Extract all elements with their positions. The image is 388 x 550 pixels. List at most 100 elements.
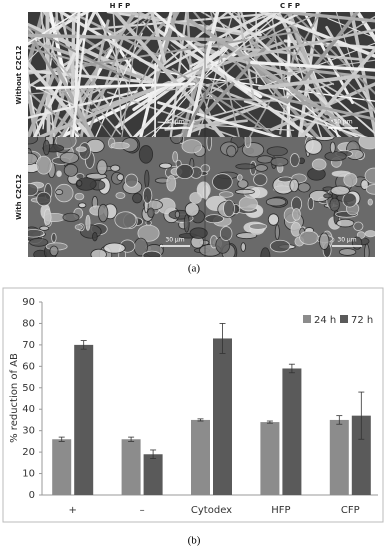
x-tick-label: CFP (341, 505, 360, 516)
chart: 0 10 20 30 40 50 60 70 80 90 + – Cytodex HFP CFP 24 h 72… (22, 297, 378, 516)
fiber (201, 96, 328, 105)
scale-label: 30 µm (333, 119, 352, 126)
cell (175, 163, 194, 180)
fiber (28, 12, 79, 44)
bar (52, 439, 72, 495)
cell (35, 155, 52, 175)
error-bar (128, 436, 135, 442)
caption: (b) (188, 535, 201, 547)
error-bar (197, 418, 204, 422)
scale-bars (160, 127, 362, 247)
fiber (151, 12, 249, 94)
cell (237, 179, 249, 189)
cell (159, 162, 173, 169)
fiber (114, 12, 156, 73)
y-tick-label: 30 (22, 426, 35, 437)
fiber (28, 46, 112, 71)
fiber (165, 12, 269, 69)
cell (244, 137, 252, 149)
x-tick-label: HFP (271, 505, 290, 516)
error-bar (288, 363, 295, 374)
cell (290, 222, 302, 237)
fiber (112, 12, 123, 131)
scale-label: 30 µm (165, 119, 184, 126)
fiber (276, 12, 342, 132)
cell (147, 207, 155, 218)
cell (260, 247, 271, 257)
fiber (258, 12, 375, 58)
cell (142, 187, 153, 204)
bar (282, 368, 302, 495)
x-tick-label: + (69, 505, 77, 516)
scale-label: 30 µm (337, 237, 356, 244)
cell (142, 250, 162, 257)
cell (269, 239, 291, 253)
cell (74, 224, 83, 230)
error-bar (266, 420, 273, 424)
y-tick-label: 50 (22, 383, 35, 394)
fiber (35, 82, 196, 90)
bar (351, 415, 371, 495)
cell (181, 139, 202, 154)
cell (28, 183, 39, 197)
fiber (210, 12, 240, 137)
legend-label: 72 h (351, 315, 373, 326)
fiber (302, 108, 375, 127)
y-tick-label: 90 (22, 297, 35, 308)
y-tick-label: 10 (22, 469, 35, 480)
sem-images (28, 12, 375, 257)
cell (323, 193, 333, 199)
row-label: With C2C12 (15, 174, 23, 220)
cell (172, 151, 179, 163)
scale-label: 30 µm (165, 237, 184, 244)
cell (236, 232, 258, 240)
error-bar (358, 391, 365, 440)
fiber (293, 49, 323, 137)
cell (76, 179, 83, 187)
cell (212, 173, 233, 191)
cell (358, 137, 375, 150)
cell (238, 196, 258, 212)
cell (256, 155, 274, 164)
cell (277, 176, 293, 183)
cell (356, 231, 366, 239)
cell (36, 191, 52, 207)
cell (360, 179, 369, 190)
fiber (227, 77, 360, 137)
fiber (107, 91, 239, 137)
fiber (149, 12, 167, 64)
cells (28, 137, 375, 257)
cell (116, 173, 125, 181)
legend-swatch (340, 315, 348, 323)
cell (240, 242, 246, 252)
bar (121, 439, 141, 495)
y-tick-label: 40 (22, 404, 35, 415)
caption: (a) (188, 263, 201, 275)
cell (235, 163, 256, 170)
cell (202, 185, 209, 200)
cell (28, 229, 45, 238)
cell (364, 230, 375, 238)
cell (319, 232, 330, 250)
y-tick-label: 80 (22, 318, 35, 329)
cell (92, 232, 98, 242)
fiber (187, 43, 293, 77)
fiber (49, 46, 79, 137)
cell (43, 208, 52, 225)
cell (274, 224, 280, 240)
cell (297, 182, 311, 193)
bar (329, 419, 349, 495)
chart-frame (2, 287, 384, 523)
legend-label: 24 h (314, 315, 336, 326)
fiber (95, 32, 143, 137)
bar (260, 422, 280, 495)
fiber (151, 42, 234, 137)
cell (42, 139, 50, 156)
cell (97, 203, 109, 223)
cell (265, 197, 287, 207)
fiber (235, 28, 375, 61)
cell (56, 170, 62, 178)
cell (324, 151, 347, 162)
fiber (28, 12, 45, 74)
